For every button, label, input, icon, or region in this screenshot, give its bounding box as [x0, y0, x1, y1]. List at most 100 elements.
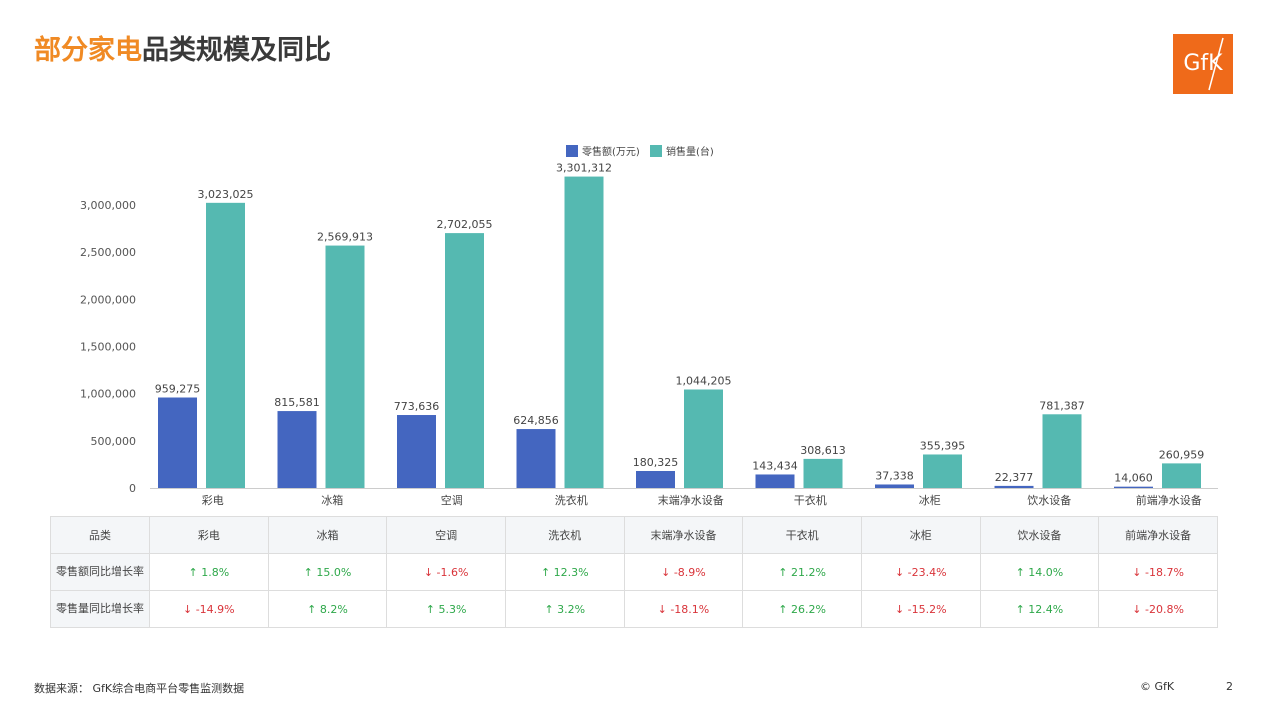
data-label: 2,569,913 [317, 231, 373, 244]
legend-swatch [650, 145, 662, 157]
growth-cell: ↑ 3.2% [504, 590, 625, 628]
y-tick-label: 0 [129, 482, 136, 495]
growth-cell: ↑ 14.0% [979, 553, 1100, 591]
table-header-row: 品类 彩电 冰箱 空调 洗衣机 末端净水设备 干衣机 冰柜 饮水设备 前端净水设备 [50, 516, 1218, 554]
growth-up-value: ↑ 14.0% [1015, 565, 1064, 579]
x-tick-label: 前端净水设备 [1136, 493, 1202, 507]
data-label: 22,377 [995, 471, 1034, 484]
bar-sales-volume [923, 454, 962, 488]
bar-retail-value [397, 415, 436, 488]
data-label: 260,959 [1159, 448, 1205, 461]
y-tick-label: 500,000 [91, 435, 137, 448]
growth-down-value: ↓ -1.6% [423, 565, 469, 579]
growth-cell: ↑ 12.4% [979, 590, 1100, 628]
y-tick-label: 2,500,000 [80, 246, 136, 259]
table-row: 零售量同比增长率 ↓ -14.9% ↑ 8.2% ↑ 5.3% ↑ 3.2% ↓ -18.… [50, 590, 1218, 628]
y-tick-label: 1,000,000 [80, 388, 136, 401]
logo-slash-icon [1208, 37, 1224, 91]
table-header-cell: 末端净水设备 [623, 516, 744, 554]
x-tick-label: 饮水设备 [1027, 493, 1071, 507]
growth-up-value: ↑ 3.2% [544, 602, 586, 616]
growth-cell: ↓ -20.8% [1098, 590, 1218, 628]
bar-sales-volume [325, 245, 365, 488]
growth-up-value: ↑ 5.3% [425, 602, 467, 616]
bar-chart: 0 500,000 1,000,000 1,500,000 2,000,000 2,500… [80, 145, 1218, 507]
page-title: 部分家电品类规模及同比 [34, 28, 331, 67]
legend-swatch [566, 145, 578, 157]
growth-cell: ↑ 26.2% [742, 590, 862, 628]
table-row-label: 零售量同比增长率 [50, 590, 150, 628]
growth-up-value: ↑ 15.0% [303, 565, 352, 579]
page-number: 2 [1226, 680, 1233, 693]
growth-down-value: ↓ -20.8% [1132, 602, 1184, 616]
table-header-cell: 洗衣机 [504, 516, 625, 554]
data-label: 37,338 [875, 469, 914, 482]
data-label: 143,434 [752, 459, 798, 472]
growth-cell: ↓ -14.9% [149, 590, 269, 628]
bar-retail-value [994, 485, 1034, 488]
growth-down-value: ↓ -14.9% [183, 602, 235, 616]
growth-cell: ↓ -23.4% [860, 553, 981, 591]
bar-retail-value [277, 411, 317, 488]
growth-up-value: ↑ 26.2% [778, 602, 826, 616]
growth-cell: ↓ -15.2% [860, 590, 981, 628]
data-source: 数据来源： GfK综合电商平台零售监测数据 [34, 682, 245, 695]
table-header-cell: 干衣机 [742, 516, 862, 554]
x-tick-label: 空调 [441, 493, 463, 507]
data-label: 14,060 [1114, 472, 1153, 485]
table-header-cell: 冰柜 [860, 516, 981, 554]
bar-sales-volume [684, 389, 723, 488]
page-title-accent: 部分家电 [34, 35, 142, 66]
table-header-cell: 饮水设备 [979, 516, 1100, 554]
data-label: 3,023,025 [198, 188, 254, 201]
bar-sales-volume [445, 233, 484, 488]
table-row-label: 零售额同比增长率 [50, 553, 150, 591]
data-label: 773,636 [394, 400, 440, 413]
x-tick-label: 彩电 [202, 494, 224, 507]
table-header-cell: 前端净水设备 [1098, 516, 1218, 554]
growth-down-value: ↓ -8.9% [661, 565, 706, 579]
growth-down-value: ↓ -18.1% [657, 602, 710, 616]
table-header-cell: 彩电 [149, 516, 269, 554]
x-tick-label: 冰柜 [919, 494, 941, 507]
legend-label: 销售量(台) [666, 145, 714, 158]
bar-sales-volume [803, 458, 843, 488]
growth-up-value: ↑ 8.2% [307, 602, 348, 616]
legend-label: 零售额(万元) [582, 145, 640, 158]
bar-retail-value [636, 470, 675, 488]
bar-retail-value [516, 429, 556, 488]
data-label: 815,581 [274, 396, 320, 409]
data-label: 1,044,205 [676, 374, 732, 387]
bar-sales-volume [1162, 463, 1201, 488]
growth-up-value: ↑ 12.4% [1015, 602, 1064, 616]
bar-retail-value [158, 397, 197, 488]
data-label: 624,856 [513, 414, 559, 427]
growth-cell: ↓ -8.9% [623, 553, 744, 591]
growth-cell: ↑ 15.0% [267, 553, 388, 591]
bar-sales-volume [1042, 414, 1082, 488]
bar-retail-value [875, 484, 914, 488]
growth-down-value: ↓ -23.4% [894, 565, 947, 579]
bar-sales-volume [206, 202, 245, 488]
growth-cell: ↓ -1.6% [386, 553, 506, 591]
growth-down-value: ↓ -18.7% [1132, 565, 1184, 579]
growth-cell: ↑ 21.2% [742, 553, 862, 591]
page-title-rest: 品类规模及同比 [142, 35, 331, 66]
data-label: 781,387 [1039, 399, 1085, 412]
table-header-label: 品类 [50, 516, 150, 554]
x-tick-label: 干衣机 [794, 493, 827, 507]
x-tick-label: 冰箱 [321, 493, 343, 507]
data-label: 959,275 [155, 383, 201, 396]
growth-cell: ↓ -18.7% [1098, 553, 1218, 591]
growth-up-value: ↑ 1.8% [188, 565, 230, 579]
table-header-cell: 冰箱 [267, 516, 388, 554]
x-tick-label: 洗衣机 [555, 493, 588, 507]
copyright: © GfK [1140, 680, 1175, 693]
y-tick-label: 1,500,000 [80, 341, 136, 354]
growth-cell: ↑ 1.8% [149, 553, 269, 591]
growth-up-value: ↑ 21.2% [778, 565, 826, 579]
data-label: 2,702,055 [437, 218, 493, 231]
growth-table: 品类 彩电 冰箱 空调 洗衣机 末端净水设备 干衣机 冰柜 饮水设备 前端净水设备 零售额同比增长率… [50, 516, 1218, 628]
bar-retail-value [755, 474, 795, 488]
data-label: 180,325 [633, 456, 679, 469]
